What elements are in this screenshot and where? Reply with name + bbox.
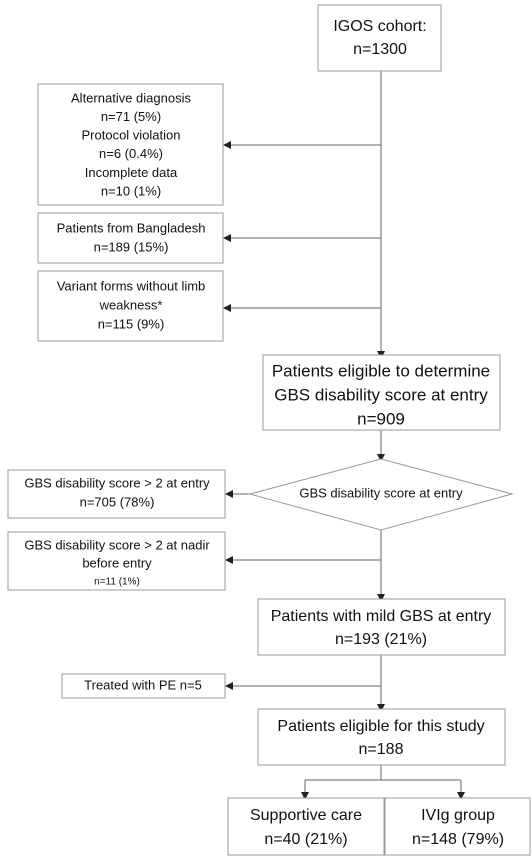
box [37, 270, 224, 342]
node-text: n=40 (21%) [264, 831, 347, 848]
node-text: n=11 (1%) [94, 577, 140, 588]
node-text: Supportive care [250, 807, 362, 824]
node-text: Variant forms without limb [57, 278, 206, 293]
node-text: Patients with mild GBS at entry [271, 608, 492, 625]
arrowhead [225, 682, 233, 690]
node-text: n=71 (5%) [101, 109, 161, 124]
box [37, 83, 224, 206]
node-text: n=148 (79%) [412, 831, 504, 848]
box [7, 531, 226, 591]
node-text: Alternative diagnosis [71, 90, 191, 105]
node-text: Patients from Bangladesh [57, 220, 206, 235]
node-text: weakness* [99, 297, 163, 312]
node-text: Protocol violation [82, 128, 181, 143]
decision-diamond [248, 458, 514, 531]
node-text: n=189 (15%) [94, 239, 169, 254]
node-text: n=115 (9%) [98, 316, 165, 331]
arrowhead [223, 141, 231, 149]
arrowhead [377, 594, 385, 602]
node-text: IGOS cohort: [333, 18, 426, 35]
node-text: n=193 (21%) [335, 631, 427, 648]
node-text: n=1300 [353, 41, 407, 58]
boxes [7, 4, 531, 856]
node-text: GBS disability score > 2 at entry [24, 475, 210, 490]
arrowhead [301, 792, 309, 800]
box [317, 4, 442, 72]
arrowhead [377, 704, 385, 712]
node-text: n=909 [357, 409, 405, 428]
arrowhead [377, 454, 385, 462]
node-text: GBS disability score at entry [299, 485, 463, 500]
box [37, 212, 224, 264]
box [257, 708, 506, 766]
node-text: GBS disability score at entry [274, 385, 488, 404]
box [61, 673, 226, 699]
node-text: Incomplete data [85, 165, 178, 180]
node-text: Treated with PE n=5 [84, 677, 202, 692]
connectors [223, 71, 465, 800]
arrowhead [225, 556, 233, 564]
node-text: n=10 (1%) [101, 183, 161, 198]
node-text: Patients eligible for this study [277, 718, 484, 735]
arrowhead [225, 490, 233, 498]
labels: IGOS cohort: n=1300 Alternative diagnosis n… [24, 18, 504, 848]
node-text: n=6 (0.4%) [99, 146, 163, 161]
node-text: n=188 [359, 741, 404, 758]
box [384, 797, 531, 856]
node-text: before entry [82, 555, 152, 570]
box [262, 354, 501, 431]
arrowhead [223, 234, 231, 242]
node-text: IVIg group [421, 807, 495, 824]
box [257, 598, 506, 656]
box [227, 797, 385, 856]
node-text: GBS disability score > 2 at nadir [24, 537, 210, 552]
arrowhead [457, 792, 465, 800]
arrowhead [223, 304, 231, 312]
node-text: n=705 (78%) [80, 494, 155, 509]
node-text: Patients eligible to determine [272, 361, 490, 380]
box [7, 469, 226, 519]
